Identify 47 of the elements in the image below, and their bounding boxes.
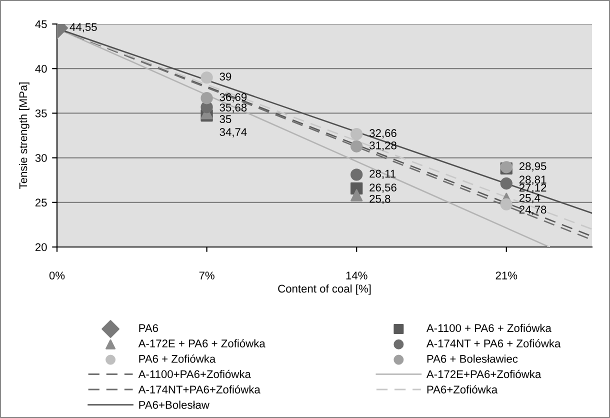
point: [350, 128, 363, 140]
legend-label: PA6 + Bolesławiec: [427, 354, 518, 363]
data-label: 25,4: [519, 194, 540, 204]
data-label: 28,95: [519, 162, 546, 172]
legend-label: PA6: [139, 324, 158, 332]
x-tick-label: 7%: [199, 272, 214, 280]
y-axis-title: Tensie strength [MPa]: [19, 82, 30, 189]
y-tick-label: 25: [35, 198, 47, 207]
data-label: 35,68: [220, 104, 247, 113]
y-tick-label: 40: [35, 64, 47, 73]
data-label: 39: [220, 72, 232, 81]
point: [350, 140, 363, 152]
data-label: 34,74: [220, 128, 247, 138]
point: [350, 189, 363, 202]
legend-label: A-172E + PA6 + Zofiówka: [138, 339, 266, 348]
data-label: 28,81: [519, 176, 546, 185]
y-tick-label: 45: [35, 20, 47, 28]
data-label: 24,78: [519, 206, 546, 215]
point: [500, 177, 512, 190]
data-label: 44,55: [70, 23, 97, 32]
x-tick-label: 21%: [496, 272, 518, 280]
x-axis-title: Content of coal [%]: [278, 284, 371, 295]
legend-label: PA6 + Zofiówka: [139, 354, 216, 363]
legend-label: A-172E+PA6+Zofiówka: [426, 370, 542, 378]
legend-label: A-1100+PA6+Zofiówka: [138, 370, 251, 378]
legend-label: A-174NT+PA6+Zofiówka: [138, 385, 260, 394]
data-label: 27,12: [519, 184, 546, 193]
x-tick-label: 0%: [49, 272, 65, 280]
point: [350, 168, 363, 181]
legend-label: A-174NT + PA6 + Zofiówka: [426, 339, 561, 348]
data-label: 28,11: [370, 170, 396, 179]
y-tick-label: 30: [35, 154, 47, 162]
data-label: 25,8: [370, 194, 390, 204]
x-tick-label: 14%: [346, 272, 368, 280]
data-label: 26,56: [370, 184, 396, 193]
legend-label: A-1100 + PA6 + Zofiówka: [426, 324, 552, 332]
data-label: 35: [220, 115, 232, 124]
y-tick-label: 35: [35, 109, 47, 118]
legend-label: PA6+Bolesław: [139, 400, 210, 409]
data-label: 31,28: [370, 141, 396, 151]
legend-label: PA6+Zofiówka: [427, 385, 498, 394]
point: [200, 71, 213, 84]
data-label: 32,66: [370, 129, 396, 138]
y-tick-label: 20: [35, 243, 47, 252]
point: [500, 198, 512, 210]
data-label: 36,69: [220, 93, 247, 102]
point: [200, 92, 213, 104]
